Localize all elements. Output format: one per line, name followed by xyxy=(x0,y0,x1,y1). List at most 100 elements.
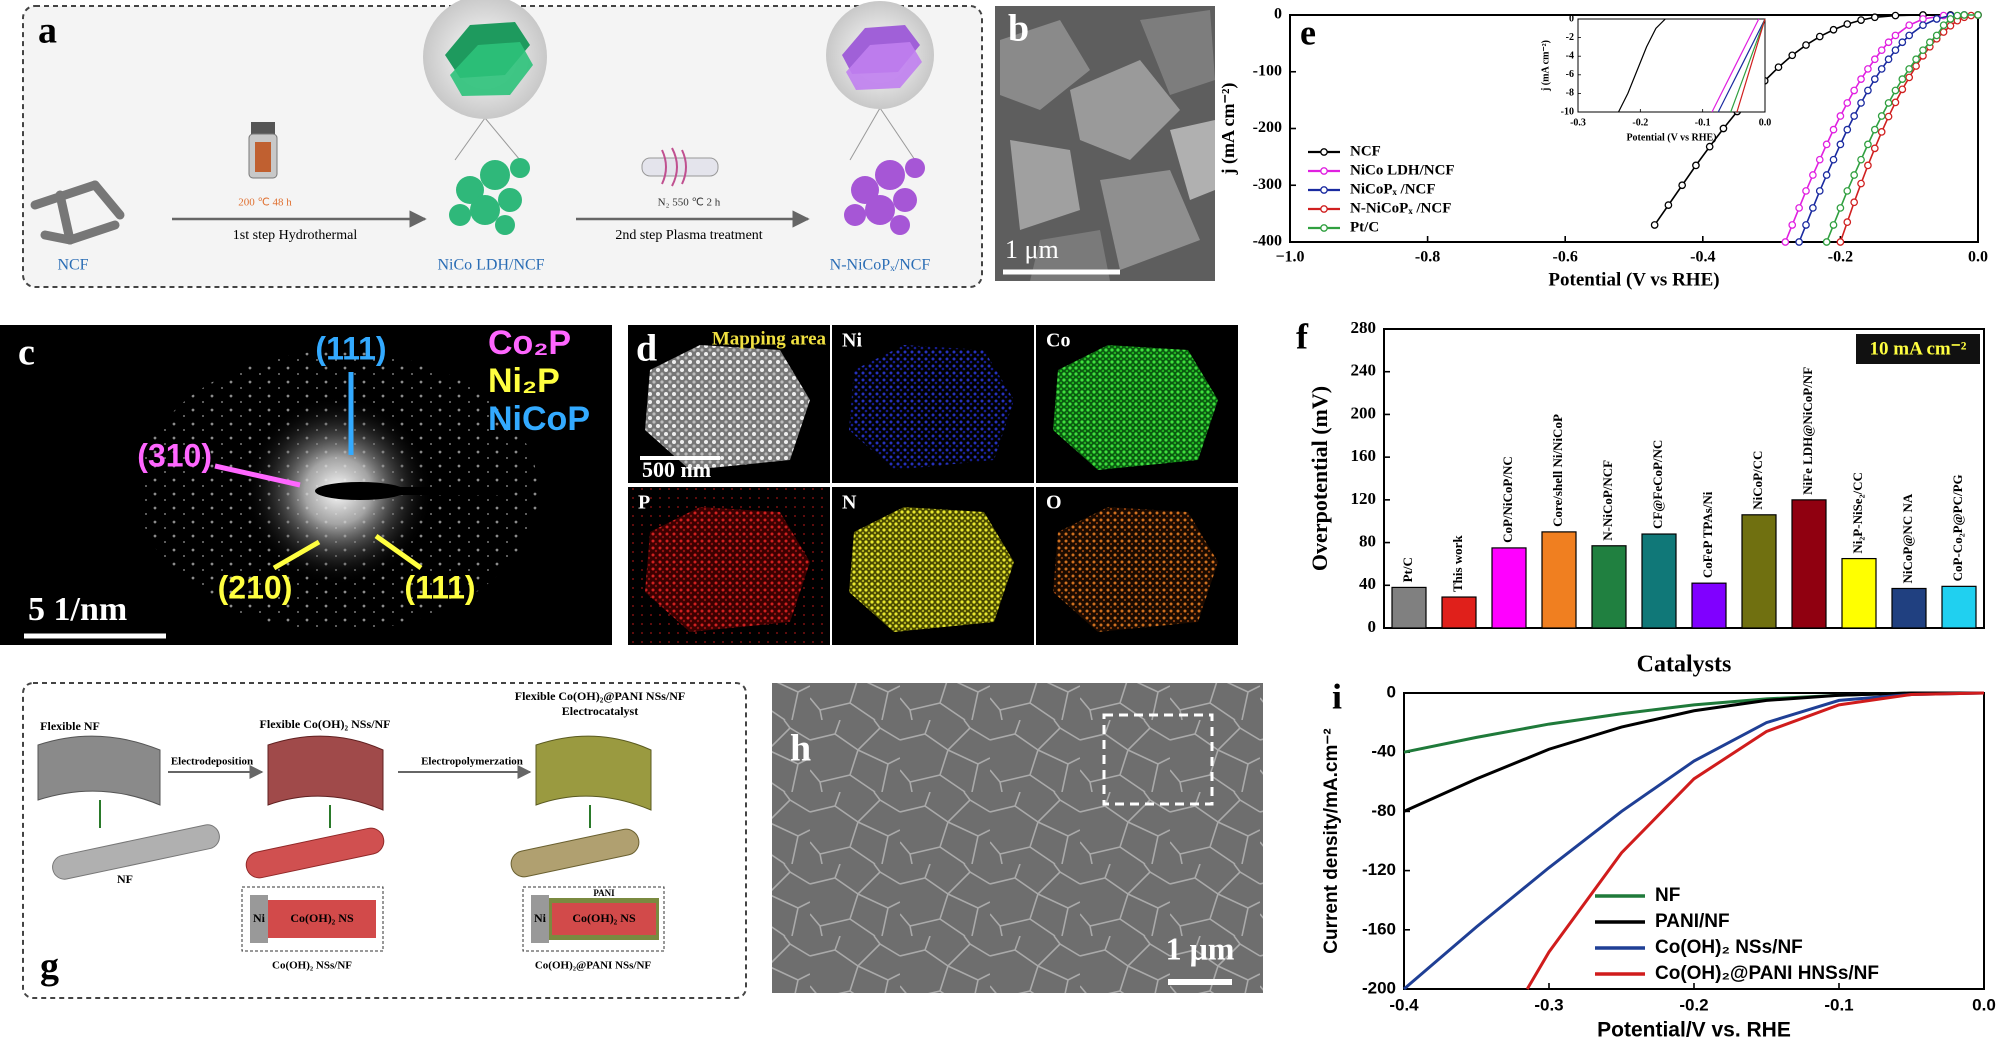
map-particle xyxy=(849,507,1014,632)
data-point xyxy=(1877,65,1886,73)
x-tick-label: -0.1 xyxy=(1695,117,1711,128)
step-text: Flexible NF xyxy=(40,719,100,733)
step-text: Electrocatalyst xyxy=(562,704,638,718)
phase-legend: NiCoP xyxy=(488,400,590,438)
panel-label: c xyxy=(18,332,35,374)
plot-frame xyxy=(1289,14,1979,243)
plane-pointer xyxy=(214,463,301,488)
panel-c: c Co₂P Ni₂P NiCoP (111) (310) (210) (111… xyxy=(0,324,612,645)
sample-label: N-NiCoPₓ/NCF xyxy=(830,257,931,274)
y-tick-label: -80 xyxy=(1371,801,1396,820)
y-tick-label: 40 xyxy=(1359,574,1376,593)
series-line xyxy=(1403,691,1984,813)
data-point xyxy=(1857,75,1865,83)
step-text: Electropolymerzation xyxy=(421,756,523,768)
data-point xyxy=(1891,31,1900,40)
data-point xyxy=(1843,125,1852,134)
data-point xyxy=(1946,21,1955,30)
y-axis-label: Current density/mA.cm⁻² xyxy=(1321,728,1342,953)
x-tick-label: 0.0 xyxy=(1759,117,1772,128)
data-point xyxy=(1829,155,1838,164)
x-axis-label: Potential (V vs RHE) xyxy=(1548,269,1719,290)
chart: -0.3 -0.2 -0.1 0.0 0 -2 -4 -6 -8 -10 j (mA cm⁻²) Po… xyxy=(1540,13,1771,143)
phase-legend: Co₂P xyxy=(488,324,571,362)
data-point xyxy=(1781,238,1790,246)
panel-a: a NCF 200 ℃ 48 h 1st step Hydrothermal N… xyxy=(22,0,983,288)
data-point xyxy=(1877,46,1886,55)
data-point xyxy=(1705,142,1714,151)
scale-text: 5 1/nm xyxy=(28,591,127,628)
map-particle xyxy=(1053,345,1218,470)
data-point xyxy=(1960,11,1969,19)
data-point xyxy=(1891,46,1900,55)
category-label: CoP/NiCoP/NC xyxy=(1500,456,1515,543)
data-point xyxy=(1836,112,1845,120)
data-point xyxy=(1829,125,1838,134)
data-point xyxy=(1836,204,1845,212)
series-line xyxy=(1730,18,1766,113)
x-tick-label: -0.4 xyxy=(1389,995,1419,1014)
plot-frame xyxy=(1383,328,1985,629)
condition-text: N₂ 550 ℃ 2 h xyxy=(658,197,721,209)
tile-label: Co xyxy=(1046,330,1070,352)
x-axis-label: Potential/V vs. RHE xyxy=(1597,1019,1791,1042)
coated-sheet xyxy=(535,735,652,811)
data-point xyxy=(1898,75,1907,83)
data-point xyxy=(1788,51,1797,60)
shell-layer xyxy=(552,903,656,935)
panel-label: f xyxy=(1296,316,1309,356)
data-point xyxy=(1877,112,1886,120)
data-point xyxy=(1870,144,1879,153)
y-tick-label: -120 xyxy=(1362,860,1396,879)
n-nicop-structure xyxy=(826,1,934,235)
y-tick-label: -40 xyxy=(1371,742,1396,761)
legend-marker xyxy=(1320,167,1328,175)
bar xyxy=(1891,587,1927,629)
scale-text: 1 μm xyxy=(1166,930,1235,966)
panel-label: h xyxy=(790,728,811,770)
legend-marker xyxy=(1320,224,1328,232)
layer-label: Ni xyxy=(253,911,266,925)
nf-sheet xyxy=(37,735,161,806)
data-point xyxy=(1774,63,1783,72)
data-point xyxy=(1891,11,1900,20)
data-point xyxy=(1795,204,1803,212)
plot-frame xyxy=(1577,18,1766,113)
x-tick-label: -0.2 xyxy=(1679,995,1708,1014)
annotation-box xyxy=(1856,334,1980,364)
layer-label: Ni xyxy=(534,911,547,925)
layer-label: Co(OH)₂ NS xyxy=(572,911,636,925)
bar xyxy=(1541,531,1577,629)
shell-layer xyxy=(268,900,376,938)
plasma-tube-icon xyxy=(641,147,719,187)
step-text: 2nd step Plasma treatment xyxy=(615,228,762,243)
category-label: Core/shell Ni/NiCoP xyxy=(1550,414,1565,527)
chart: −1.0 -0.8 -0.6 -0.4 -0.2 0.00-100-200-300-400… xyxy=(1218,6,1988,291)
sem-image xyxy=(772,683,1263,993)
scale-text: 1 μm xyxy=(1005,235,1059,264)
data-point xyxy=(1946,15,1955,23)
inset-caption: Co(OH)₂ NSs/NF xyxy=(272,960,352,972)
condition-text: 200 ℃ 48 h xyxy=(238,197,292,209)
data-point xyxy=(1870,75,1879,83)
data-point xyxy=(1850,86,1859,95)
sem-flakes xyxy=(1000,10,1215,281)
data-point xyxy=(1815,32,1824,41)
data-point xyxy=(1857,179,1865,188)
data-point xyxy=(1829,221,1838,229)
data-point xyxy=(1836,238,1845,246)
plot-frame xyxy=(1403,692,1985,990)
data-point xyxy=(1815,155,1824,164)
data-point xyxy=(1898,38,1907,47)
category-label: NiCoP/CC xyxy=(1750,451,1765,510)
y-tick-label: -160 xyxy=(1362,919,1396,938)
legend-marker xyxy=(1320,186,1328,194)
bar xyxy=(1441,596,1477,629)
data-point xyxy=(1843,20,1852,28)
plane-index: (210) xyxy=(218,569,293,605)
data-point xyxy=(1898,85,1907,94)
legend-label: Co(OH)₂@PANI HNSs/NF xyxy=(1655,963,1879,984)
y-tick-label: 160 xyxy=(1351,446,1377,465)
x-tick-label: −1.0 xyxy=(1275,249,1304,266)
